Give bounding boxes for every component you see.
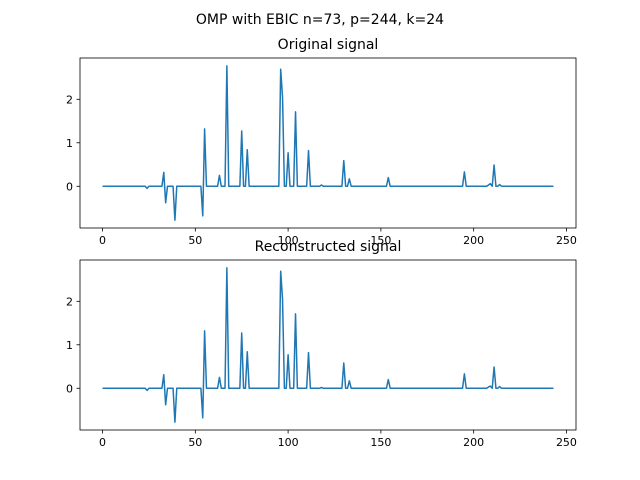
subplot-title-reconstructed: Reconstructed signal <box>255 239 402 255</box>
signal-point-reconstructed-14 <box>307 351 309 353</box>
signal-point-reconstructed-17 <box>348 380 350 382</box>
y-tick-label-reconstructed-2: 2 <box>66 295 73 308</box>
y-tick-label-original-2: 2 <box>66 93 73 106</box>
axes-frame-reconstructed <box>79 259 577 431</box>
y-tick-label-original-0: 0 <box>66 180 73 193</box>
signal-point-reconstructed-11 <box>281 298 283 300</box>
x-tick-label-reconstructed-150: 150 <box>370 436 391 449</box>
signal-point-reconstructed-5 <box>203 330 205 332</box>
signal-line-reconstructed <box>102 267 554 423</box>
subplot-reconstructed: 0 50 100 150 200 250 0 1 2 Reconstructed signal <box>66 239 577 449</box>
x-tick-label-original-100: 100 <box>278 234 299 247</box>
signal-point-reconstructed-21 <box>489 385 491 387</box>
x-tick-label-reconstructed-0: 0 <box>99 436 106 449</box>
signal-point-original-1 <box>163 171 165 173</box>
signal-point-reconstructed-15 <box>320 386 322 388</box>
signal-point-original-14 <box>307 149 309 151</box>
signal-point-original-10 <box>279 68 281 70</box>
signal-point-reconstructed-4 <box>202 417 204 419</box>
signal-point-reconstructed-19 <box>463 373 465 375</box>
signal-point-original-9 <box>246 149 248 151</box>
signal-point-original-4 <box>202 215 204 217</box>
signal-point-reconstructed-3 <box>174 421 176 423</box>
signal-point-original-8 <box>241 130 243 132</box>
signal-point-original-22 <box>493 164 495 166</box>
signal-point-original-18 <box>387 176 389 178</box>
x-tick-label-original-50: 50 <box>188 234 202 247</box>
signal-point-original-2 <box>164 202 166 204</box>
y-tick-label-reconstructed-0: 0 <box>66 382 73 395</box>
signal-line-original <box>102 65 554 221</box>
signal-point-original-0 <box>146 187 148 189</box>
signal-point-reconstructed-22 <box>493 366 495 368</box>
signal-point-reconstructed-18 <box>387 378 389 380</box>
signal-point-reconstructed-9 <box>246 351 248 353</box>
subplot-original: 0 50 100 150 200 250 0 1 2 Original signal <box>66 37 577 247</box>
signal-point-original-13 <box>294 111 296 113</box>
signal-point-reconstructed-7 <box>226 267 228 269</box>
signal-point-reconstructed-8 <box>241 332 243 334</box>
subplot-title-original: Original signal <box>278 37 379 53</box>
x-tick-label-original-150: 150 <box>370 234 391 247</box>
signal-point-original-3 <box>174 219 176 221</box>
figure-suptitle: OMP with EBIC n=73, p=244, k=24 <box>196 12 444 28</box>
signal-point-reconstructed-0 <box>146 389 148 391</box>
signal-point-reconstructed-23 <box>498 385 500 387</box>
signal-point-reconstructed-2 <box>164 404 166 406</box>
signal-point-reconstructed-6 <box>218 376 220 378</box>
x-tick-label-reconstructed-100: 100 <box>278 436 299 449</box>
x-tick-label-reconstructed-250: 250 <box>556 436 577 449</box>
signal-point-reconstructed-16 <box>343 362 345 364</box>
axes-frame-original <box>79 57 577 229</box>
signal-point-reconstructed-1 <box>163 374 165 376</box>
signal-point-original-23 <box>498 183 500 185</box>
signal-point-reconstructed-12 <box>287 354 289 356</box>
signal-point-original-7 <box>226 65 228 67</box>
x-tick-label-original-0: 0 <box>99 234 106 247</box>
x-tick-label-original-200: 200 <box>463 234 484 247</box>
signal-point-original-15 <box>320 184 322 186</box>
signal-point-original-6 <box>218 174 220 176</box>
signal-point-reconstructed-13 <box>294 313 296 315</box>
y-tick-label-original-1: 1 <box>66 137 73 150</box>
y-tick-label-reconstructed-1: 1 <box>66 339 73 352</box>
signal-point-original-17 <box>348 178 350 180</box>
x-tick-label-reconstructed-200: 200 <box>463 436 484 449</box>
signal-point-original-5 <box>203 128 205 130</box>
signal-point-original-11 <box>281 96 283 98</box>
signal-point-original-19 <box>463 171 465 173</box>
signal-point-original-12 <box>287 152 289 154</box>
signal-point-reconstructed-10 <box>279 270 281 272</box>
signal-point-original-16 <box>343 159 345 161</box>
x-tick-label-reconstructed-50: 50 <box>188 436 202 449</box>
signal-point-original-21 <box>489 182 491 184</box>
x-tick-label-original-250: 250 <box>556 234 577 247</box>
